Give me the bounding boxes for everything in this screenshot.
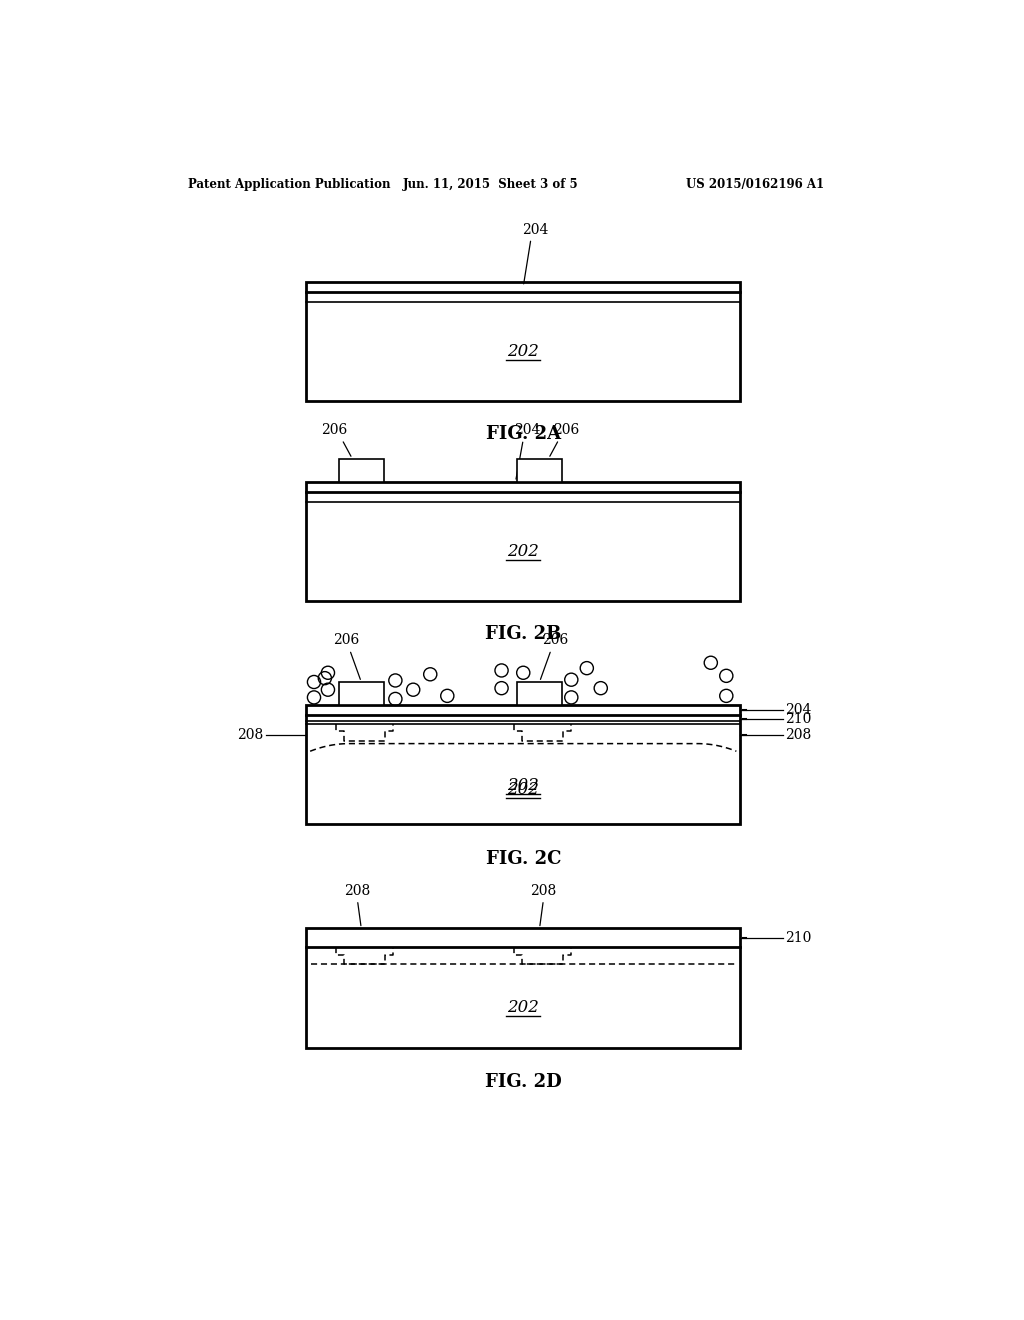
Text: FIG. 2D: FIG. 2D bbox=[485, 1073, 561, 1092]
Bar bbox=[517, 459, 562, 482]
Text: US 2015/0162196 A1: US 2015/0162196 A1 bbox=[686, 178, 824, 190]
Text: 208: 208 bbox=[785, 727, 811, 742]
Text: 210: 210 bbox=[785, 931, 812, 945]
Text: 202: 202 bbox=[507, 781, 540, 799]
Text: 208: 208 bbox=[238, 727, 263, 742]
Text: 204: 204 bbox=[521, 223, 548, 238]
Text: 202: 202 bbox=[507, 999, 540, 1016]
Text: Jun. 11, 2015  Sheet 3 of 5: Jun. 11, 2015 Sheet 3 of 5 bbox=[403, 178, 579, 190]
Text: 206: 206 bbox=[554, 424, 580, 437]
Text: 206: 206 bbox=[542, 634, 568, 647]
Text: 208: 208 bbox=[530, 883, 556, 898]
Text: 206: 206 bbox=[333, 634, 358, 647]
Text: FIG. 2C: FIG. 2C bbox=[485, 850, 561, 869]
Text: 208: 208 bbox=[344, 883, 371, 898]
Bar bbox=[339, 682, 384, 705]
Text: 202: 202 bbox=[507, 343, 540, 360]
Text: FIG. 2A: FIG. 2A bbox=[485, 425, 561, 444]
Bar bbox=[517, 682, 562, 705]
Text: 202: 202 bbox=[507, 777, 540, 795]
Text: 206: 206 bbox=[322, 424, 347, 437]
Text: Patent Application Publication: Patent Application Publication bbox=[188, 178, 391, 190]
Text: FIG. 2B: FIG. 2B bbox=[485, 626, 561, 643]
Bar bbox=[339, 459, 384, 482]
Text: 202: 202 bbox=[507, 543, 540, 560]
Text: 204: 204 bbox=[514, 424, 541, 437]
Text: 204: 204 bbox=[785, 704, 812, 717]
Bar bbox=[306, 482, 740, 601]
Bar bbox=[306, 281, 740, 401]
Text: 210: 210 bbox=[785, 713, 812, 726]
Bar bbox=[306, 928, 740, 1048]
Bar bbox=[306, 705, 740, 825]
